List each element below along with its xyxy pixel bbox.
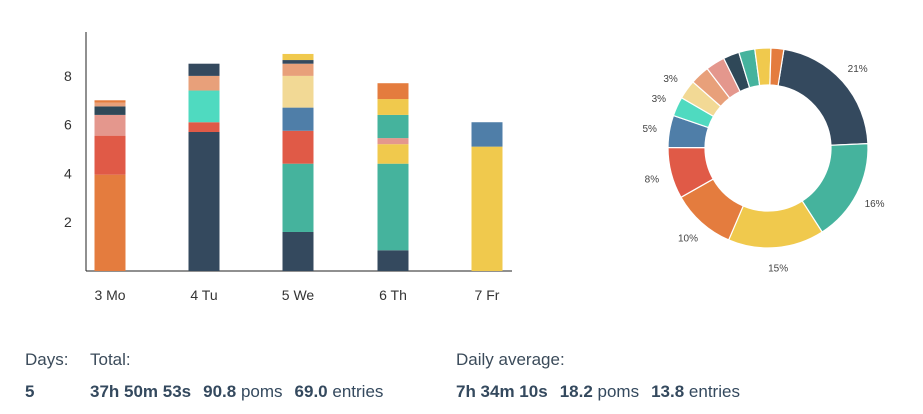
total-block: Total: 37h 50m 53s 90.8 poms 69.0 entries [90,350,383,402]
total-entries-unit: entries [332,382,384,401]
bar-stack [377,83,409,271]
bar-segment [377,144,409,164]
bar-segment [94,100,126,103]
bar-segment [471,146,503,271]
slice-percent-label: 8% [645,174,660,185]
avg-entries-value: 13.8 [651,382,685,401]
avg-time: 7h 34m 10s [456,382,548,401]
y-tick-label: 8 [64,68,72,84]
daily-average-label: Daily average: [456,350,565,369]
y-tick-label: 2 [64,214,72,230]
total-time: 37h 50m 53s [90,382,192,401]
donut-slice [769,47,785,87]
bar-segment [94,102,126,107]
total-entries-value: 69.0 [294,382,328,401]
x-tick-label: 5 We [282,287,315,303]
bar-segment [377,114,409,139]
x-tick-label: 3 Mo [94,287,125,303]
bar-stack [471,122,503,271]
donut-chart: 21% 16% 15% 10% 8% 5% 3% 3% [642,47,885,275]
slice-percent-label: 3% [652,94,667,105]
bar-segment [282,163,314,232]
bar-segment [377,250,409,271]
bar-segment [94,106,126,115]
bar-segment [282,60,314,64]
bar-segment [188,63,220,76]
slice-percent-label: 5% [642,124,657,135]
y-tick-label: 4 [64,165,72,181]
slice-percent-label: 15% [768,264,788,275]
bar-segment [282,130,314,164]
days-value: 5 [25,382,35,401]
slice-percent-label: 10% [678,233,698,244]
bar-segment [282,231,314,271]
daily-average-block: Daily average: 7h 34m 10s 18.2 poms 13.8 e… [456,350,740,402]
bar-segment [471,122,503,147]
bar-segment [282,63,314,76]
bar-segment [282,107,314,131]
bar-segment [94,114,126,136]
x-tick-label: 6 Th [379,287,407,303]
days-block: Days: 5 [25,350,68,402]
total-poms-value: 90.8 [203,382,237,401]
avg-poms-unit: poms [597,382,640,401]
bar-segment [188,131,220,271]
slice-percent-label: 3% [663,74,678,85]
bar-segment [377,99,409,115]
bar-segment [94,135,126,175]
total-label: Total: [90,350,131,369]
bar-segment [94,174,126,271]
bar-segment [377,163,409,251]
slice-percent-label: 21% [848,64,868,75]
days-label: Days: [25,350,69,369]
slice-percent-label: 16% [865,199,885,210]
bar-segment [377,83,409,100]
avg-entries-unit: entries [688,382,740,401]
bar-stack [94,100,126,271]
avg-poms-value: 18.2 [559,382,593,401]
bar-segment [282,53,314,61]
stacked-bar-chart: 2 4 6 8 3 Mo 4 Tu 5 We 6 Th 7 Fr [64,32,512,303]
y-tick-label: 6 [64,117,72,133]
bar-stack [282,53,314,271]
bar-segment [188,90,220,123]
total-poms-unit: poms [240,382,283,401]
bar-segment [282,75,314,108]
bar-segment [188,122,220,132]
bar-segment [188,75,220,91]
x-tick-label: 4 Tu [190,287,217,303]
x-tick-label: 7 Fr [475,287,500,303]
bar-stack [188,63,220,271]
bar-segment [377,138,409,145]
